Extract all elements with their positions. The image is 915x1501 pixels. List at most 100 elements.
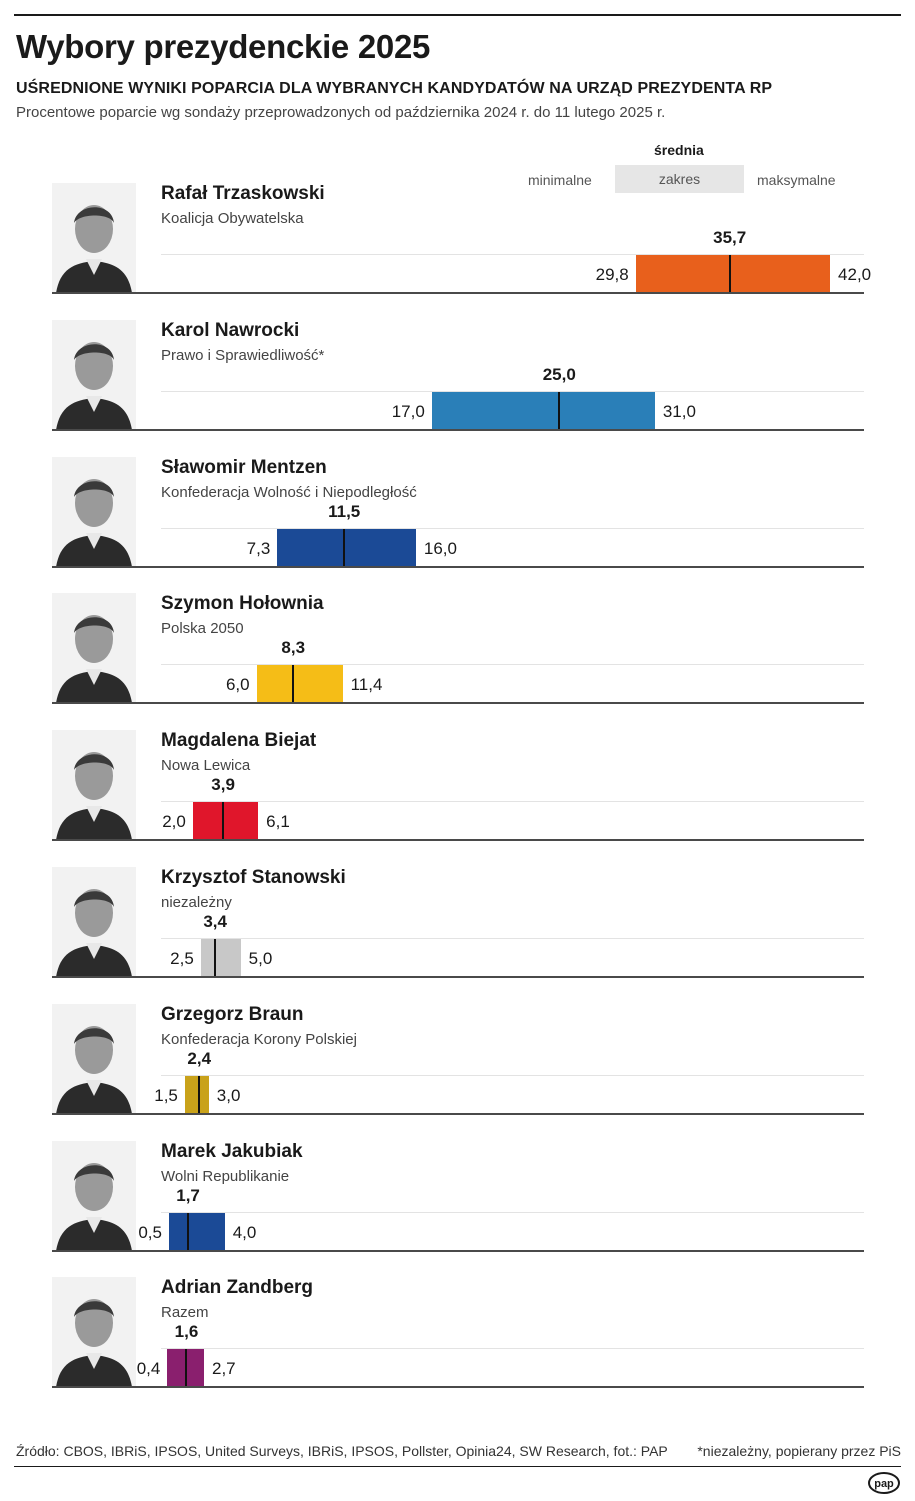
candidate-portrait xyxy=(52,1140,136,1251)
row-baseline xyxy=(52,976,864,978)
legend-range-swatch: zakres xyxy=(615,165,744,193)
mean-value-label: 35,7 xyxy=(713,228,747,247)
range-bar xyxy=(184,1075,209,1114)
candidate-row: Grzegorz Braun Konfederacja Korony Polski… xyxy=(0,1003,915,1141)
row-gridline xyxy=(161,801,864,803)
candidate-party: Razem xyxy=(161,1304,209,1322)
candidate-name: Adrian Zandberg xyxy=(161,1277,314,1299)
candidate-row: Karol Nawrocki Prawo i Sprawiedliwość* 25,… xyxy=(0,319,915,457)
row-gridline xyxy=(161,254,864,255)
max-value-label: 6,1 xyxy=(266,812,290,832)
mean-marker xyxy=(343,528,346,567)
legend-max-label: maksymalne xyxy=(757,172,836,188)
mean-value-label: 3,4 xyxy=(203,912,227,931)
candidate-portrait xyxy=(52,593,136,704)
candidate-name: Karol Nawrocki xyxy=(161,319,300,341)
row-baseline xyxy=(52,565,864,568)
chart-description: Procentowe poparcie wg sondaży przeprowa… xyxy=(16,104,666,121)
candidate-portrait xyxy=(52,730,136,841)
candidate-portrait xyxy=(52,319,136,430)
candidate-row: Magdalena Biejat Nowa Lewica 3,9 2,0 6,1 xyxy=(0,730,915,867)
row-baseline xyxy=(52,428,864,431)
candidate-name: Magdalena Biejat xyxy=(161,730,317,752)
candidate-party: Koalicja Obywatelska xyxy=(161,210,304,227)
row-baseline xyxy=(52,839,864,842)
mean-marker xyxy=(185,1349,188,1388)
max-value-label: 3,0 xyxy=(216,1085,241,1105)
min-value-label: 2,0 xyxy=(162,812,186,832)
pap-logo: pap xyxy=(868,1472,900,1494)
row-gridline xyxy=(161,664,864,666)
min-value-label: 17,0 xyxy=(391,401,425,421)
mean-value-label: 1,6 xyxy=(174,1322,199,1342)
candidate-party: Nowa Lewica xyxy=(161,757,251,775)
candidate-portrait xyxy=(52,183,136,293)
min-value-label: 2,5 xyxy=(170,949,194,968)
row-baseline xyxy=(52,702,864,705)
candidate-name: Sławomir Mentzen xyxy=(161,456,327,478)
max-value-label: 5,0 xyxy=(248,949,273,968)
legend-mean-label: średnia xyxy=(654,142,704,158)
max-value-label: 2,7 xyxy=(212,1359,236,1379)
mean-value-label: 11,5 xyxy=(328,501,361,521)
max-value-label: 31,0 xyxy=(662,401,696,421)
range-bar xyxy=(256,665,343,704)
page-title: Wybory prezydenckie 2025 xyxy=(16,28,431,65)
candidate-portrait xyxy=(52,1277,136,1388)
candidate-portrait xyxy=(52,867,136,977)
row-gridline xyxy=(161,1211,864,1213)
candidate-party: niezależny xyxy=(161,894,232,911)
range-bar xyxy=(168,1212,225,1251)
min-value-label: 7,3 xyxy=(246,538,271,558)
mean-value-label: 8,3 xyxy=(281,638,306,658)
footer-rule xyxy=(14,1466,901,1467)
mean-marker xyxy=(728,255,731,293)
mean-marker xyxy=(558,391,561,430)
candidate-row: Krzysztof Stanowski niezależny 3,4 2,5 5,0 xyxy=(0,867,915,1004)
candidate-party: Prawo i Sprawiedliwość* xyxy=(161,346,325,364)
chart-subtitle: UŚREDNIONE WYNIKI POPARCIA DLA WYBRANYCH… xyxy=(16,80,773,97)
candidate-row: Marek Jakubiak Wolni Republikanie 1,7 0,5 4,… xyxy=(0,1140,915,1278)
candidate-party: Konfederacja Wolność i Niepodległość xyxy=(161,483,417,501)
mean-marker xyxy=(292,665,295,704)
min-value-label: 0,5 xyxy=(138,1222,162,1242)
top-rule xyxy=(14,14,901,16)
range-bar xyxy=(431,391,655,430)
row-baseline xyxy=(52,1386,864,1389)
min-value-label: 29,8 xyxy=(595,265,629,284)
row-gridline xyxy=(161,938,864,939)
range-bar xyxy=(277,528,416,567)
min-value-label: 0,4 xyxy=(136,1359,161,1379)
row-baseline xyxy=(52,292,864,294)
candidate-name: Grzegorz Braun xyxy=(161,1003,304,1025)
max-value-label: 16,0 xyxy=(423,538,457,558)
candidate-row: Adrian Zandberg Razem 1,6 0,4 2,7 xyxy=(0,1277,915,1414)
row-baseline xyxy=(52,1112,864,1115)
mean-marker xyxy=(187,1212,190,1251)
range-bar xyxy=(200,939,241,977)
candidate-row: Sławomir Mentzen Konfederacja Wolność i N… xyxy=(0,456,915,594)
mean-value-label: 2,4 xyxy=(187,1048,212,1068)
candidate-name: Szymon Hołownia xyxy=(161,593,324,615)
candidate-party: Konfederacja Korony Polskiej xyxy=(161,1030,357,1048)
max-value-label: 4,0 xyxy=(232,1222,257,1242)
mean-value-label: 1,7 xyxy=(176,1185,200,1205)
candidate-party: Polska 2050 xyxy=(161,620,244,638)
mean-value-label: 3,9 xyxy=(211,775,235,795)
row-gridline xyxy=(161,1348,864,1350)
row-gridline xyxy=(161,390,864,392)
min-value-label: 6,0 xyxy=(225,675,250,695)
candidate-row: Rafał Trzaskowski Koalicja Obywatelska 35,… xyxy=(0,183,915,320)
max-value-label: 42,0 xyxy=(838,265,872,284)
candidate-name: Marek Jakubiak xyxy=(161,1140,303,1162)
range-bar xyxy=(192,802,259,841)
row-gridline xyxy=(161,527,864,529)
logo-text: pap xyxy=(874,1478,894,1490)
candidate-row: Szymon Hołownia Polska 2050 8,3 6,0 11,4 xyxy=(0,593,915,730)
candidate-portrait xyxy=(52,456,136,567)
candidate-party: Wolni Republikanie xyxy=(161,1167,290,1185)
mean-marker xyxy=(214,939,217,977)
mean-marker xyxy=(198,1075,201,1114)
min-value-label: 1,5 xyxy=(154,1085,178,1105)
candidate-portrait xyxy=(52,1003,136,1114)
